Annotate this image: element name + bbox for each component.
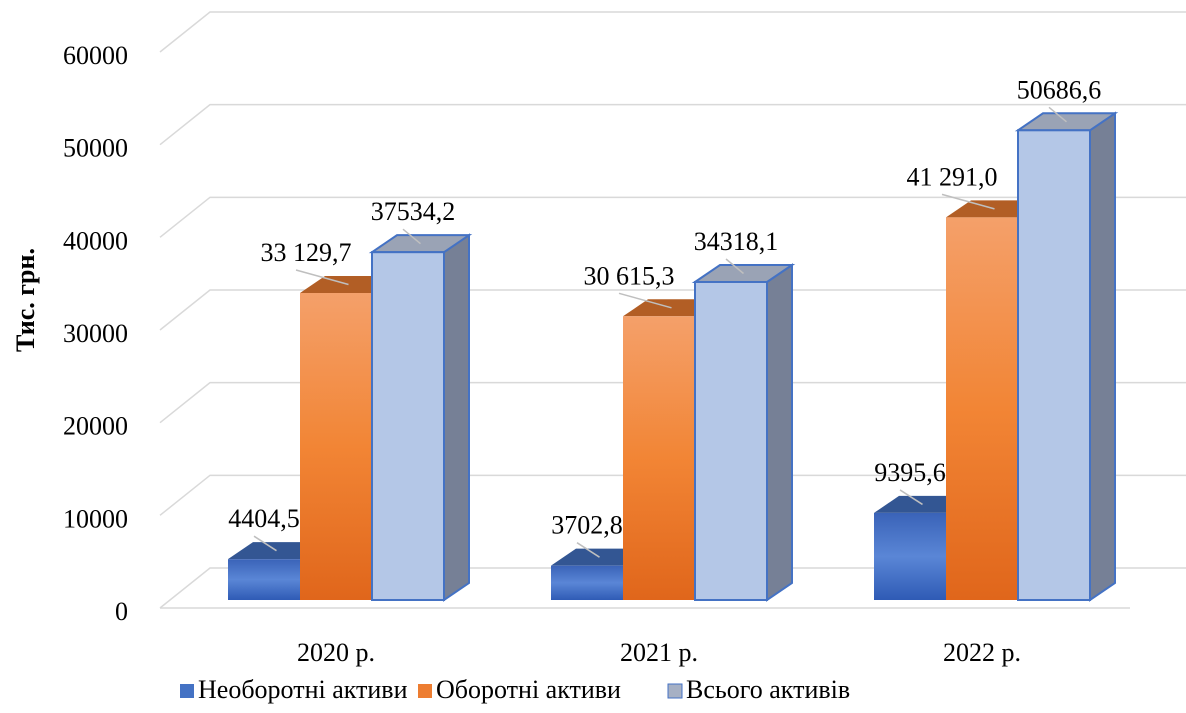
y-tick-label: 0 <box>115 597 128 626</box>
y-tick-label: 30000 <box>63 319 128 348</box>
bar <box>371 251 445 601</box>
data-label: 30 615,3 <box>584 261 675 290</box>
leader-line <box>899 489 923 506</box>
y-axis-label: Тис. грн. <box>11 248 40 352</box>
legend-label: Оборотні активи <box>436 675 621 704</box>
grid-line <box>159 381 1186 424</box>
grid-line <box>159 103 1186 146</box>
x-tick-label: 2021 р. <box>620 638 698 667</box>
legend-swatch <box>667 683 683 699</box>
x-tick-label: 2020 р. <box>297 638 375 667</box>
data-label: 41 291,0 <box>907 162 998 191</box>
legend-swatch <box>180 684 194 698</box>
bar <box>551 565 623 600</box>
data-label: 33 129,7 <box>261 238 352 267</box>
y-tick-label: 50000 <box>63 134 128 163</box>
bar-side <box>1089 111 1116 602</box>
grid-line <box>159 196 1186 238</box>
leader-line <box>618 292 672 309</box>
bar <box>228 559 300 600</box>
y-tick-label: 20000 <box>63 412 128 441</box>
y-tick-label: 10000 <box>63 504 128 533</box>
bar-side <box>766 263 793 602</box>
grid-line <box>159 567 1186 609</box>
leader-line <box>253 535 277 552</box>
grid-line <box>159 474 1186 516</box>
data-label: 37534,2 <box>371 197 456 226</box>
legend-swatch <box>418 684 432 698</box>
leader-line <box>725 258 744 275</box>
data-label: 50686,6 <box>1017 75 1102 104</box>
bar <box>623 316 695 600</box>
bar <box>946 217 1018 601</box>
leader-line <box>941 193 995 210</box>
bar <box>694 280 768 601</box>
leader-line <box>576 542 600 558</box>
grid-line <box>159 289 1186 331</box>
legend-label: Всього активів <box>686 675 850 704</box>
data-label: 3702,8 <box>551 511 623 540</box>
leader-line <box>295 269 349 286</box>
data-label: 4404,5 <box>228 504 300 533</box>
grid-line <box>159 11 1186 53</box>
bar <box>874 512 946 600</box>
data-label: 9395,6 <box>874 458 946 487</box>
y-tick-label: 60000 <box>63 41 128 70</box>
y-tick-label: 40000 <box>63 226 128 255</box>
bar-side <box>443 233 470 602</box>
legend-label: Необоротні активи <box>198 675 408 704</box>
leader-line <box>402 228 421 245</box>
x-tick-label: 2022 р. <box>943 638 1021 667</box>
leader-line <box>1048 106 1067 123</box>
bar <box>300 292 372 600</box>
bar <box>1017 129 1091 601</box>
data-label: 34318,1 <box>694 227 779 256</box>
